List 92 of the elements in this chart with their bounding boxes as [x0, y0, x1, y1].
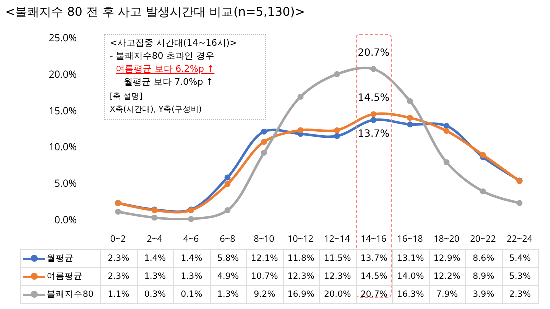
point — [261, 139, 268, 146]
annotation: 14.5% — [358, 93, 390, 104]
data-label: 8.6% — [465, 249, 502, 268]
y-tick-label: 20.0% — [48, 66, 77, 81]
data-label: 12.1% — [246, 249, 284, 268]
x-tick-label: 18~20 — [434, 232, 460, 245]
x-tick-label: 16~18 — [397, 232, 424, 245]
point — [334, 127, 340, 134]
x-tick-label: 4~6 — [184, 232, 199, 245]
data-label: 0.3% — [136, 285, 174, 304]
chart-title: <불쾌지수 80 전 후 사고 발생시간대 비교(n=5,130)> — [6, 5, 306, 20]
x-tick-label: 2~4 — [147, 232, 162, 245]
annotation: 13.7% — [358, 129, 390, 140]
point — [370, 111, 377, 118]
legend-label: 여름평균 — [47, 270, 83, 282]
data-label: 13.7% — [356, 249, 393, 268]
data-label: 5.3% — [502, 267, 539, 286]
data-label: 1.1% — [100, 285, 138, 304]
y-tick-label: 15.0% — [48, 103, 77, 118]
point — [224, 208, 231, 214]
data-label: 11.8% — [282, 249, 320, 268]
data-label: 12.9% — [428, 249, 466, 268]
point — [370, 117, 377, 124]
data-label: 12.3% — [282, 267, 320, 286]
data-label: 12.3% — [319, 267, 356, 286]
point — [370, 66, 377, 72]
x-tick-label: 22~24 — [506, 232, 533, 245]
legend-label: 월평균 — [47, 252, 74, 264]
x-tick-label: 8~10 — [254, 232, 275, 245]
point — [444, 123, 450, 130]
y-tick-label: 0.0% — [54, 212, 77, 226]
data-label: 2.3% — [502, 285, 539, 304]
data-label: 14.5% — [356, 267, 393, 286]
point — [188, 216, 194, 222]
data-label: 9.2% — [246, 285, 284, 304]
data-label: 5.4% — [502, 249, 539, 268]
data-label: 2.3% — [100, 249, 138, 268]
point — [115, 208, 122, 215]
data-label: 16.9% — [282, 285, 320, 304]
data-label: 3.9% — [465, 285, 502, 304]
data-label: 1.4% — [173, 249, 210, 268]
x-tick-label: 10~12 — [288, 232, 314, 245]
data-label: 12.2% — [428, 267, 466, 286]
data-label: 13.1% — [392, 249, 430, 268]
point — [224, 181, 231, 188]
legend-label: 불쾌지수80 — [47, 288, 94, 300]
data-label: 16.3% — [392, 285, 430, 304]
point — [298, 127, 304, 134]
point — [224, 174, 231, 181]
point — [334, 71, 340, 78]
x-tick-label: 6~8 — [220, 232, 236, 245]
y-tick-label: 25.0% — [48, 30, 77, 44]
point — [444, 159, 450, 166]
point — [480, 188, 486, 195]
x-tick-label: 14~16 — [360, 232, 387, 245]
annotation: <사고집중 시간대(14~16시)> — [110, 38, 238, 51]
data-label: 20.0% — [319, 285, 356, 304]
y-tick-label: 10.0% — [48, 140, 77, 154]
data-label: 4.9% — [210, 267, 247, 286]
point — [261, 150, 268, 156]
data-label: 1.4% — [136, 249, 174, 268]
data-label: 2.3% — [100, 267, 138, 286]
point — [407, 115, 414, 122]
data-label: 14.0% — [392, 267, 430, 286]
point — [298, 94, 304, 100]
x-tick-label: 20~22 — [470, 232, 496, 245]
x-tick-label: 0~2 — [110, 232, 126, 245]
data-label: 20.7% — [356, 285, 393, 304]
point — [407, 98, 414, 104]
point — [334, 133, 340, 140]
annotation: [축 설명] — [110, 91, 144, 103]
point — [407, 122, 414, 128]
data-label: 1.3% — [173, 267, 210, 286]
data-label: 1.3% — [210, 285, 247, 304]
data-label: 1.3% — [136, 267, 174, 286]
annotation: - 불쾌지수80 초과인 경우 — [110, 51, 216, 64]
annotation: 여름평균 보다 6.2%p ↑ — [115, 64, 216, 77]
point — [152, 214, 158, 221]
point — [444, 128, 450, 134]
y-tick-label: 5.0% — [54, 176, 77, 190]
point — [261, 128, 268, 135]
data-label: 0.1% — [173, 285, 210, 304]
data-label: 10.7% — [246, 267, 284, 286]
annotation: 월평균 보다 7.0%p ↑ — [123, 77, 215, 90]
annotation: 20.7% — [358, 48, 390, 59]
x-tick-label: 12~14 — [324, 232, 350, 245]
annotation: X축(시간대), Y축(구성비) — [110, 104, 203, 116]
data-label: 8.9% — [465, 267, 502, 286]
point — [516, 200, 523, 206]
data-label: 5.8% — [210, 249, 247, 268]
data-label: 11.5% — [319, 249, 356, 268]
data-label: 7.9% — [428, 285, 466, 304]
